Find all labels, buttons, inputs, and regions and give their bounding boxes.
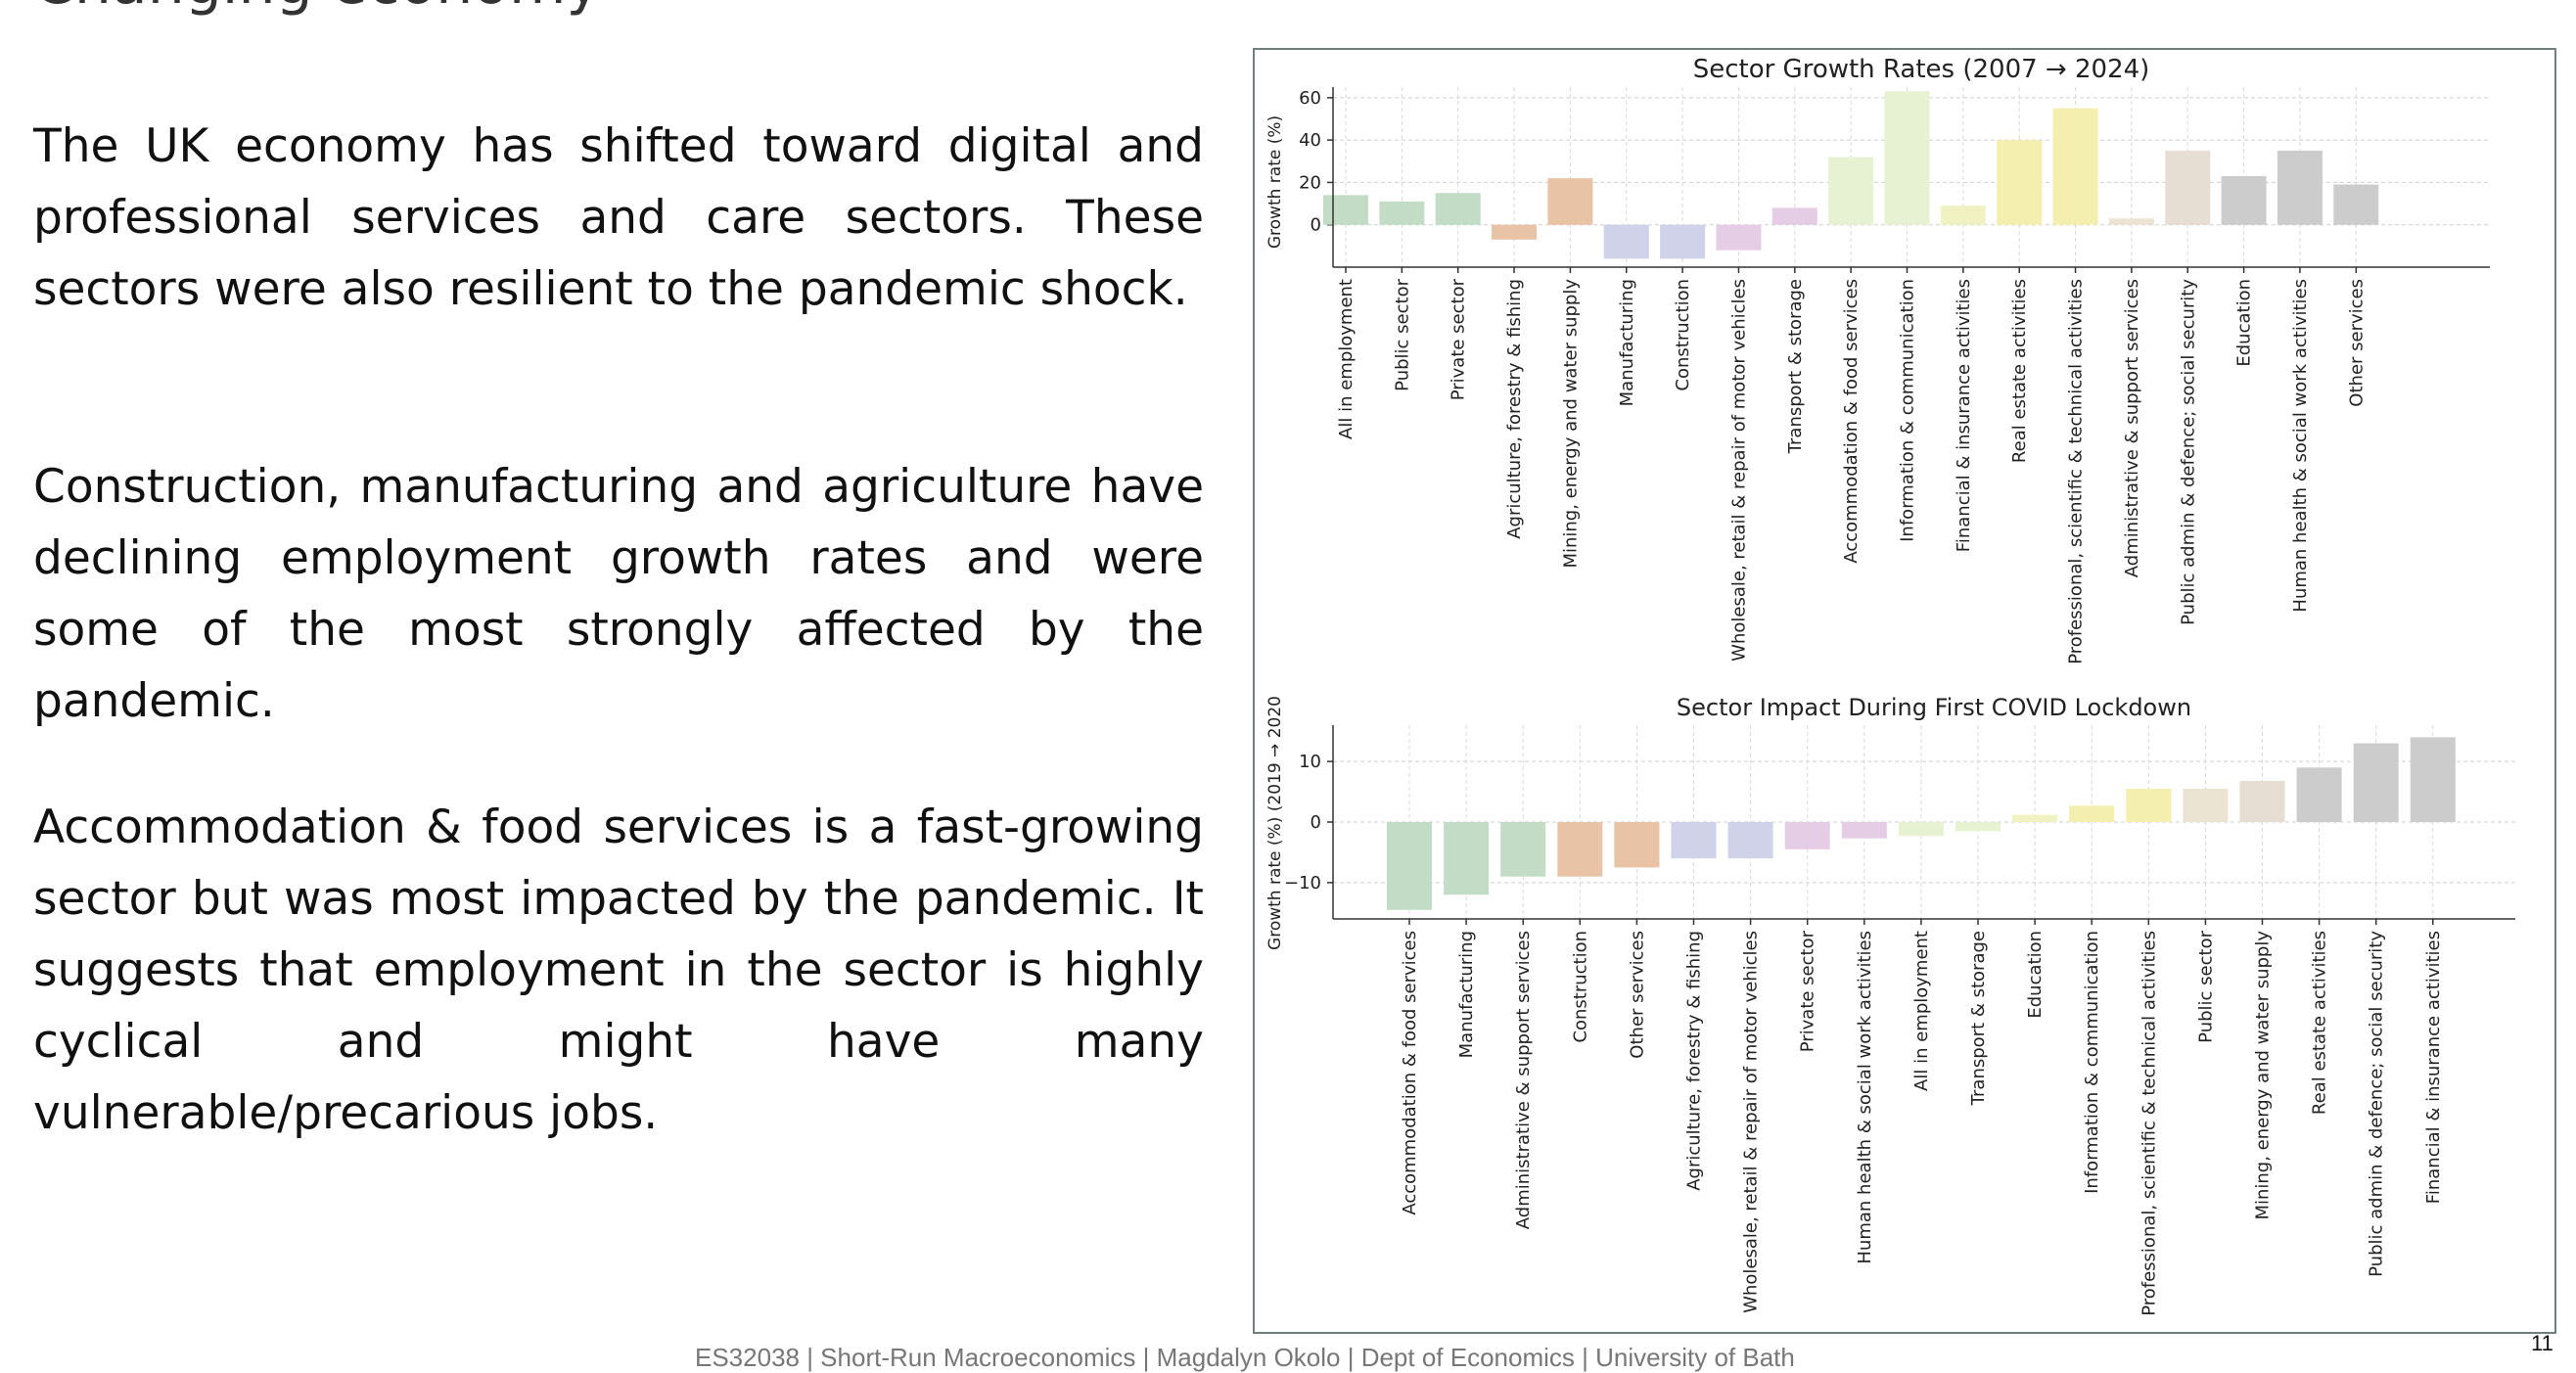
bar-all-in-employment <box>1323 195 1368 225</box>
x-tick-label: Professional, scientific & technical act… <box>2066 279 2087 664</box>
bar-public-sector <box>1379 201 1425 225</box>
x-tick-label: Human health & social work activities <box>1855 931 1875 1264</box>
bar-transport-storage <box>1771 207 1817 225</box>
x-tick-label: Mining, energy and water supply <box>2253 931 2274 1220</box>
x-tick-label: Other services <box>1627 931 1647 1059</box>
bar-human-health-social-work-activities <box>1841 822 1887 839</box>
x-tick-label: Accommodation & food services <box>1841 279 1862 564</box>
x-tick-label: Agriculture, forestry & fishing <box>1504 279 1525 539</box>
x-tick-label: Public admin & defence; social security <box>2178 279 2198 625</box>
bar-public-admin-defence-social-security <box>2165 150 2211 225</box>
bar-professional-scientific-technical-activities <box>2052 108 2098 225</box>
charts-svg: Sector Growth Rates (2007 → 2024) Growth … <box>1265 55 2515 1316</box>
page-number: 11 <box>2531 1331 2553 1355</box>
y-tick-label: 10 <box>1299 752 1321 772</box>
bar-manufacturing <box>1603 224 1649 259</box>
bar-wholesale-retail-repair-of-motor-vehicles <box>1716 224 1762 251</box>
x-tick-label: Human health & social work activities <box>2290 279 2311 613</box>
bar-financial-insurance-activities <box>2410 737 2456 822</box>
y-tick-label: −10 <box>1284 873 1321 893</box>
bar-education <box>2012 814 2058 822</box>
x-tick-label: Education <box>2025 931 2046 1019</box>
bar-professional-scientific-technical-activities <box>2126 788 2172 822</box>
x-tick-label: Other services <box>2346 279 2367 407</box>
bar-agriculture-forestry-fishing <box>1492 224 1538 240</box>
x-tick-label: Private sector <box>1798 930 1818 1052</box>
x-tick-label: All in employment <box>1911 931 1932 1091</box>
x-tick-label: Administrative & support services <box>1513 931 1534 1229</box>
bar-public-sector <box>2183 788 2229 822</box>
x-tick-label: Wholesale, retail & repair of motor vehi… <box>1728 279 1749 662</box>
x-tick-label: Construction <box>1673 279 1693 391</box>
y-tick-label: 40 <box>1299 130 1321 151</box>
bar-manufacturing <box>1444 822 1490 895</box>
bar-wholesale-retail-repair-of-motor-vehicles <box>1727 822 1773 859</box>
bar-information-communication <box>2069 805 2115 822</box>
slide-title: Changing economy <box>33 0 601 18</box>
bar-financial-insurance-activities <box>1940 206 1986 225</box>
bar-real-estate-activities <box>2296 767 2342 822</box>
bar-mining-energy-and-water-supply <box>2239 780 2285 822</box>
bar-real-estate-activities <box>1997 140 2043 225</box>
y-tick-label: 0 <box>1311 812 1321 833</box>
x-tick-label: Public sector <box>2195 930 2216 1042</box>
bar-private-sector <box>1784 822 1830 849</box>
x-tick-label: Private sector <box>1449 278 1469 400</box>
bar-accommodation-food-services <box>1387 822 1432 910</box>
x-tick-label: Professional, scientific & technical act… <box>2139 931 2159 1316</box>
x-tick-label: Agriculture, forestry & fishing <box>1684 931 1705 1191</box>
x-tick-label: Information & communication <box>2082 931 2102 1194</box>
x-tick-label: All in employment <box>1336 279 1357 439</box>
bar-private-sector <box>1435 193 1481 225</box>
bar-administrative-support-services <box>1500 822 1546 877</box>
paragraph-accommodation: Accommodation & food services is a fast-… <box>33 801 1204 1140</box>
x-tick-label: Transport & storage <box>1968 931 1989 1106</box>
bar-all-in-employment <box>1898 822 1944 837</box>
chart-title-1: Sector Growth Rates (2007 → 2024) <box>1693 55 2150 84</box>
x-tick-label: Education <box>2234 279 2255 367</box>
x-tick-label: Wholesale, retail & repair of motor vehi… <box>1741 931 1762 1313</box>
x-tick-label: Financial & insurance activities <box>1954 279 1974 552</box>
y-tick-label: 60 <box>1299 88 1321 109</box>
bar-information-communication <box>1884 91 1930 225</box>
bar-public-admin-defence-social-security <box>2353 743 2399 822</box>
x-tick-label: Accommodation & food services <box>1400 931 1420 1215</box>
bar-human-health-social-work-activities <box>2277 150 2323 225</box>
x-tick-label: Public sector <box>1392 278 1412 390</box>
paragraph-declining-sectors: Construction, manufacturing and agricult… <box>33 460 1204 728</box>
bar-administrative-support-services <box>2108 218 2154 225</box>
y-tick-label: 0 <box>1311 215 1321 236</box>
bar-education <box>2221 175 2267 225</box>
x-tick-label: Manufacturing <box>1456 931 1477 1058</box>
y-axis-label-2: Growth rate (%) (2019 → 2020 <box>1265 696 1285 950</box>
x-tick-label: Public admin & defence; social security <box>2367 931 2387 1277</box>
x-tick-label: Construction <box>1570 931 1590 1043</box>
bar-construction <box>1557 822 1603 877</box>
bar-construction <box>1660 224 1706 259</box>
x-tick-label: Transport & storage <box>1785 279 1806 454</box>
bar-transport-storage <box>1955 822 2001 832</box>
bar-other-services <box>1614 822 1660 868</box>
x-tick-label: Manufacturing <box>1617 279 1637 406</box>
bar-other-services <box>2333 184 2379 225</box>
x-tick-label: Administrative & support services <box>2122 279 2142 577</box>
y-axis-label-1: Growth rate (%) <box>1265 115 1285 249</box>
bar-agriculture-forestry-fishing <box>1671 822 1717 859</box>
paragraph-digital-shift: The UK economy has shifted toward digita… <box>33 119 1204 316</box>
bar-accommodation-food-services <box>1828 157 1874 225</box>
x-tick-label: Financial & insurance activities <box>2423 931 2444 1204</box>
footer: ES32038 | Short-Run Macroeconomics | Mag… <box>695 1343 1795 1372</box>
x-tick-label: Real estate activities <box>2009 279 2030 463</box>
bar-mining-energy-and-water-supply <box>1547 178 1593 225</box>
chart-title-2: Sector Impact During First COVID Lockdow… <box>1677 694 2191 721</box>
x-tick-label: Information & communication <box>1898 279 1918 542</box>
x-tick-label: Mining, energy and water supply <box>1560 279 1581 569</box>
x-tick-label: Real estate activities <box>2310 931 2330 1115</box>
y-tick-label: 20 <box>1299 172 1321 193</box>
chart-panel: Sector Growth Rates (2007 → 2024) Growth … <box>1253 48 2556 1334</box>
